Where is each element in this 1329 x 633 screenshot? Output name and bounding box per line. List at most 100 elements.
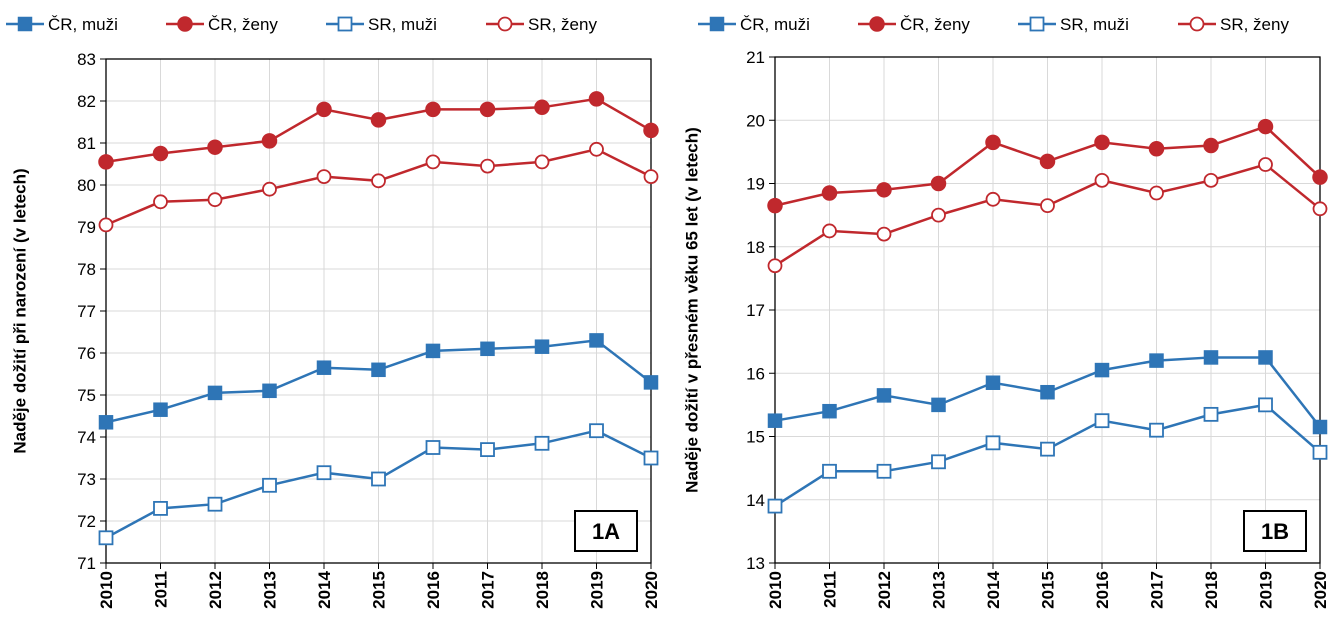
y-axis-label: Naděje dožití v přesném věku 65 let (v l…: [683, 127, 702, 493]
data-point: [1259, 120, 1273, 134]
data-point: [590, 92, 604, 106]
x-tick-label: 2016: [424, 571, 443, 609]
x-tick-label: 2010: [97, 571, 116, 609]
legend-marker: [1191, 18, 1204, 31]
data-point: [536, 155, 549, 168]
data-point: [372, 174, 385, 187]
data-point: [372, 473, 385, 486]
y-tick-label: 14: [746, 491, 765, 510]
gridlines: [106, 59, 651, 563]
data-point: [645, 376, 658, 389]
data-point: [1150, 142, 1164, 156]
data-point: [590, 334, 603, 347]
x-tick-label: 2013: [930, 571, 949, 609]
data-point: [318, 361, 331, 374]
data-point: [1150, 354, 1163, 367]
legend-label: ČR, ženy: [900, 15, 970, 34]
y-tick-label: 82: [77, 92, 96, 111]
data-point: [1205, 351, 1218, 364]
legend-marker: [870, 17, 884, 31]
data-point: [209, 386, 222, 399]
data-point: [154, 502, 167, 515]
data-point: [987, 193, 1000, 206]
x-tick-label: 2018: [1202, 571, 1221, 609]
data-point: [536, 437, 549, 450]
legend-item: SR, muži: [326, 15, 437, 34]
data-point: [481, 342, 494, 355]
data-point: [1259, 398, 1272, 411]
data-point: [1314, 446, 1327, 459]
data-point: [1314, 202, 1327, 215]
data-point: [644, 123, 658, 137]
data-point: [154, 403, 167, 416]
x-tick-label: 2014: [984, 570, 1003, 608]
data-point: [877, 183, 891, 197]
data-point: [1041, 199, 1054, 212]
y-tick-label: 17: [746, 301, 765, 320]
data-point: [1041, 443, 1054, 456]
data-point: [1204, 139, 1218, 153]
x-tick-label: 2012: [875, 571, 894, 609]
data-point: [590, 424, 603, 437]
data-point: [932, 398, 945, 411]
panel-label: 1A: [592, 519, 620, 544]
data-point: [318, 466, 331, 479]
data-point: [100, 416, 113, 429]
y-tick-label: 83: [77, 50, 96, 69]
data-point: [768, 199, 782, 213]
y-tick-label: 16: [746, 364, 765, 383]
data-point: [1150, 186, 1163, 199]
data-point: [481, 160, 494, 173]
legend-item: SR, ženy: [1178, 15, 1289, 34]
data-point: [1314, 421, 1327, 434]
legend-marker: [1031, 18, 1044, 31]
data-point: [1041, 154, 1055, 168]
data-point: [209, 193, 222, 206]
x-tick-label: 2017: [1148, 571, 1167, 609]
x-tick-label: 2016: [1093, 571, 1112, 609]
data-point: [932, 455, 945, 468]
legend-label: SR, ženy: [528, 15, 597, 34]
data-point: [263, 384, 276, 397]
y-tick-label: 76: [77, 344, 96, 363]
y-tick-label: 80: [77, 176, 96, 195]
x-tick-label: 2010: [766, 571, 785, 609]
data-point: [769, 500, 782, 513]
data-point: [1096, 414, 1109, 427]
data-point: [769, 414, 782, 427]
data-point: [987, 376, 1000, 389]
y-tick-label: 74: [77, 428, 96, 447]
data-point: [317, 102, 331, 116]
legend-label: SR, ženy: [1220, 15, 1289, 34]
x-tick-label: 2018: [533, 571, 552, 609]
x-tick-label: 2020: [642, 571, 661, 609]
y-tick-label: 81: [77, 134, 96, 153]
legend-item: ČR, muži: [698, 15, 810, 34]
data-point: [99, 155, 113, 169]
legend-label: SR, muži: [368, 15, 437, 34]
data-point: [427, 155, 440, 168]
data-point: [878, 228, 891, 241]
legend-item: ČR, muži: [6, 15, 118, 34]
data-point: [154, 147, 168, 161]
data-point: [154, 195, 167, 208]
legend-marker: [711, 18, 724, 31]
y-tick-label: 79: [77, 218, 96, 237]
data-point: [372, 363, 385, 376]
legend-label: SR, muži: [1060, 15, 1129, 34]
data-point: [1095, 135, 1109, 149]
data-point: [1205, 174, 1218, 187]
y-tick-label: 77: [77, 302, 96, 321]
data-point: [1313, 170, 1327, 184]
x-tick-label: 2011: [821, 571, 840, 608]
data-point: [932, 209, 945, 222]
y-tick-label: 20: [746, 111, 765, 130]
x-tick-label: 2015: [1039, 571, 1058, 609]
